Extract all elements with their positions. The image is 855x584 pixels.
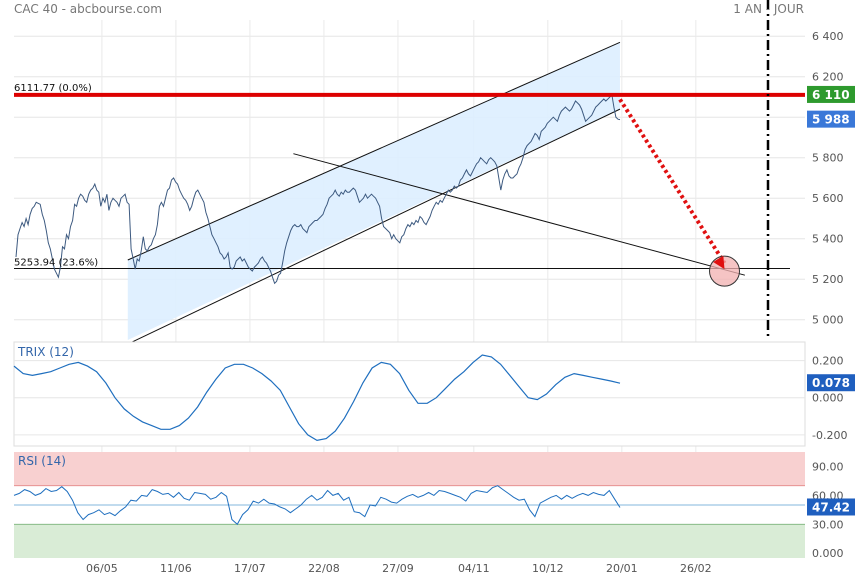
price-y-tick-label: 6 400 — [812, 30, 844, 43]
trix-y-tick-label: -0.200 — [812, 429, 847, 442]
last-price-badge-box — [807, 110, 855, 128]
rsi-badge-box — [807, 498, 855, 516]
trix-gridlines — [14, 360, 805, 436]
resistance-level-label: 6111.77 (0.0%) — [14, 83, 92, 94]
resistance-badge-text: 6 110 — [812, 88, 850, 102]
trix-value-badge: 0.078 — [807, 374, 855, 392]
projection-arrow-line — [618, 98, 727, 265]
last-price-badge: 5 988 — [807, 110, 855, 128]
rsi-y-tick-label: 0.000 — [812, 547, 844, 560]
price-series-line — [15, 93, 621, 285]
rsi-value-badge: 47.42 — [807, 498, 855, 516]
projection-target-circle[interactable] — [709, 255, 741, 287]
x-tick-label: 17/07 — [234, 562, 266, 575]
trix-y-tick-label: 0.000 — [812, 392, 844, 405]
resistance-badge-box — [807, 85, 855, 103]
last-price-badge-text: 5 988 — [812, 113, 850, 127]
trix-series-line — [13, 354, 621, 442]
price-y-tick-label: 5 200 — [812, 273, 844, 286]
trix-title: TRIX (12) — [17, 345, 74, 359]
rsi-gridlines — [14, 485, 805, 525]
rsi-y-tick-label: 90.00 — [812, 460, 844, 473]
x-tick-label: 27/09 — [382, 562, 414, 575]
descending-trend-line — [293, 153, 745, 276]
trix-plot-area — [13, 341, 806, 447]
rsi-badge-text: 47.42 — [812, 500, 850, 514]
rsi-overbought-zone — [14, 452, 805, 486]
x-tick-label: 10/12 — [532, 562, 564, 575]
chart-title: CAC 40 - abcbourse.com — [14, 2, 162, 16]
x-tick-label: 06/05 — [86, 562, 118, 575]
support-level-label: 5253.94 (23.6%) — [14, 258, 98, 269]
price-panel: 6111.77 (0.0%) 5253.94 (23.6%) 6 400 6 20… — [14, 0, 855, 558]
price-y-tick-label: 5 400 — [812, 233, 844, 246]
price-y-tick-label: 6 200 — [812, 71, 844, 84]
period-label: 1 AN - JOUR — [733, 2, 804, 16]
resistance-value-badge: 6 110 — [807, 85, 855, 103]
rsi-series-line — [13, 485, 621, 526]
x-tick-label: 26/02 — [680, 562, 712, 575]
channel-upper-line — [127, 41, 621, 261]
x-tick-label: 22/08 — [308, 562, 340, 575]
x-tick-label: 04/11 — [458, 562, 490, 575]
price-y-tick-label: 5 000 — [812, 314, 844, 327]
x-tick-label: 11/06 — [160, 562, 192, 575]
channel-lower-line — [127, 108, 621, 345]
rsi-title: RSI (14) — [18, 454, 66, 468]
trix-badge-text: 0.078 — [812, 376, 850, 390]
trix-panel: TRIX (12) 0.200 0.000 -0.200 0.078 — [13, 341, 855, 447]
x-axis: 06/05 11/06 17/07 22/08 27/09 04/11 10/12 20/01… — [86, 562, 712, 575]
price-y-tick-label: 5 600 — [812, 192, 844, 205]
regression-channel-fill — [127, 42, 620, 341]
rsi-oversold-zone — [14, 524, 805, 558]
projection-arrow-head — [713, 255, 725, 270]
trix-badge-box — [807, 374, 855, 392]
rsi-y-tick-label: 30.00 — [812, 518, 844, 531]
trix-y-axis: 0.200 0.000 -0.200 — [812, 355, 847, 442]
x-tick-label: 20/01 — [606, 562, 638, 575]
price-y-tick-label: 5 800 — [812, 152, 844, 165]
trix-y-tick-label: 0.200 — [812, 355, 844, 368]
